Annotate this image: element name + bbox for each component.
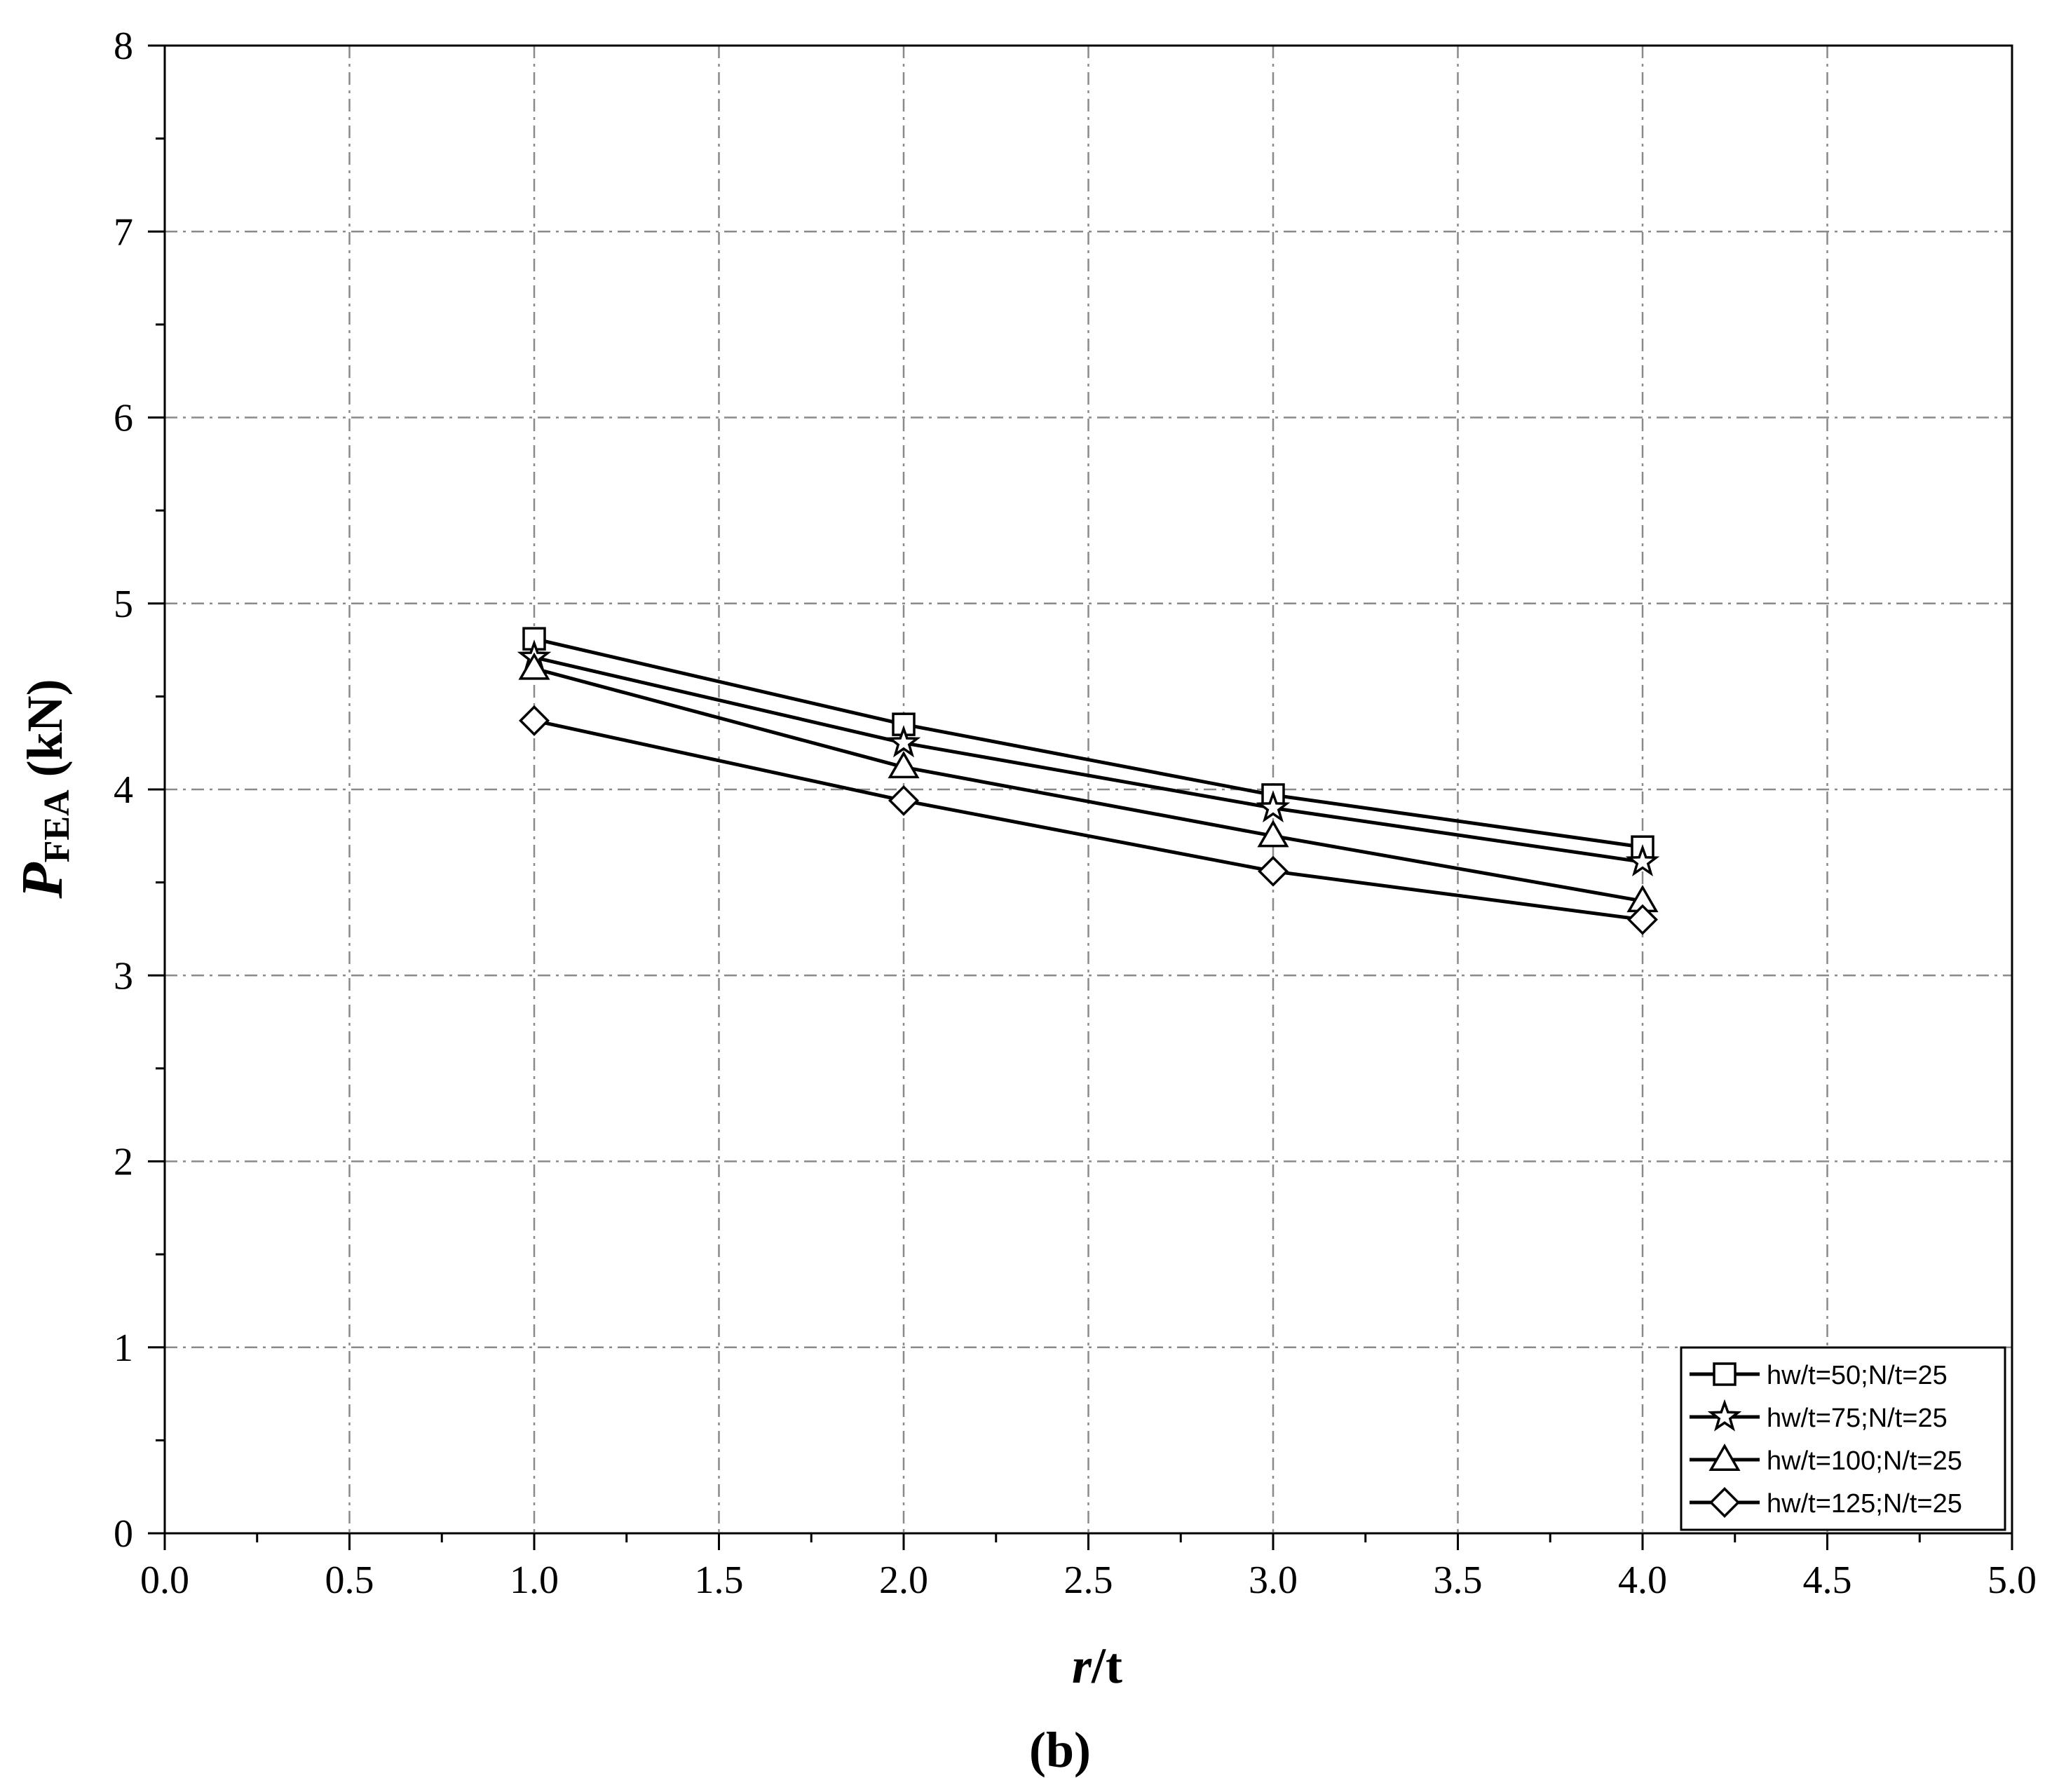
y-axis-title: PFEA (kN) [10, 679, 77, 899]
data-point [1627, 904, 1658, 935]
data-point [1256, 790, 1291, 823]
legend-marker [1707, 1399, 1742, 1432]
x-tick-label: 3.5 [1434, 1559, 1483, 1602]
data-point [888, 785, 919, 816]
y-tick-label: 4 [114, 768, 133, 812]
series-line [534, 656, 1643, 864]
x-tick-label: 2.0 [879, 1559, 928, 1602]
x-tick-label: 2.5 [1064, 1559, 1113, 1602]
y-tick-label: 6 [114, 397, 133, 440]
x-tick-label: 4.5 [1803, 1559, 1852, 1602]
legend-label: hw/t=75;N/t=25 [1767, 1404, 1948, 1433]
legend-entry: hw/t=50;N/t=25 [1690, 1361, 1948, 1390]
legend-label: hw/t=100;N/t=25 [1767, 1446, 1962, 1476]
y-tick-label: 7 [114, 210, 133, 254]
x-tick-label: 1.5 [695, 1559, 744, 1602]
y-axis-title-sub: FEA [37, 789, 77, 862]
series-4 [519, 705, 1658, 935]
y-tick-label: 0 [114, 1512, 133, 1556]
x-tick-label: 0.5 [325, 1559, 374, 1602]
y-axis-title-main: P [10, 862, 75, 900]
x-tick-label: 5.0 [1987, 1559, 2037, 1602]
y-tick-label: 1 [114, 1326, 133, 1370]
y-axis-title-unit: (kN) [17, 679, 73, 789]
data-point [888, 751, 920, 779]
series-line [534, 719, 1643, 922]
x-tick-label: 0.0 [140, 1559, 189, 1602]
x-axis-title-rest: /t [1091, 1638, 1122, 1694]
data-point [1258, 855, 1289, 887]
x-tick-label: 3.0 [1249, 1559, 1298, 1602]
y-tick-label: 8 [114, 25, 133, 68]
series-line [534, 637, 1643, 849]
data-point [1625, 843, 1660, 877]
x-axis-title: r/t [1072, 1638, 1122, 1694]
legend-entry: hw/t=75;N/t=25 [1690, 1399, 1948, 1433]
legend-marker [1709, 1487, 1740, 1518]
figure-caption: (b) [1029, 1722, 1091, 1778]
axes: 0.0 0.5 1.0 1.5 2.0 2.5 3.0 3.5 4.0 4.5 5.0 0 1 2 3 4 5 6… [114, 25, 2037, 1602]
data-point [1257, 820, 1289, 848]
legend-entry: hw/t=125;N/t=25 [1690, 1487, 1962, 1519]
y-tick-label: 5 [114, 583, 133, 626]
data-point [886, 725, 921, 758]
series-line [534, 667, 1643, 903]
data-point [519, 705, 550, 736]
x-tick-label: 4.0 [1618, 1559, 1667, 1602]
grid-lines [165, 46, 2012, 1533]
x-axis-title-italic: r [1072, 1638, 1092, 1694]
legend-entry: hw/t=100;N/t=25 [1690, 1444, 1962, 1476]
legend-marker [1713, 1362, 1737, 1386]
y-tick-label: 3 [114, 954, 133, 998]
data-point [518, 652, 550, 680]
legend: hw/t=50;N/t=25 hw/t=75;N/t=25 hw/t=100;N/t… [1680, 1346, 2006, 1531]
legend-marker [1708, 1444, 1741, 1471]
legend-label: hw/t=50;N/t=25 [1767, 1361, 1948, 1390]
x-tick-label: 1.0 [510, 1559, 559, 1602]
y-tick-label: 2 [114, 1141, 133, 1184]
series-layer [517, 627, 1660, 935]
legend-label: hw/t=125;N/t=25 [1767, 1489, 1962, 1519]
